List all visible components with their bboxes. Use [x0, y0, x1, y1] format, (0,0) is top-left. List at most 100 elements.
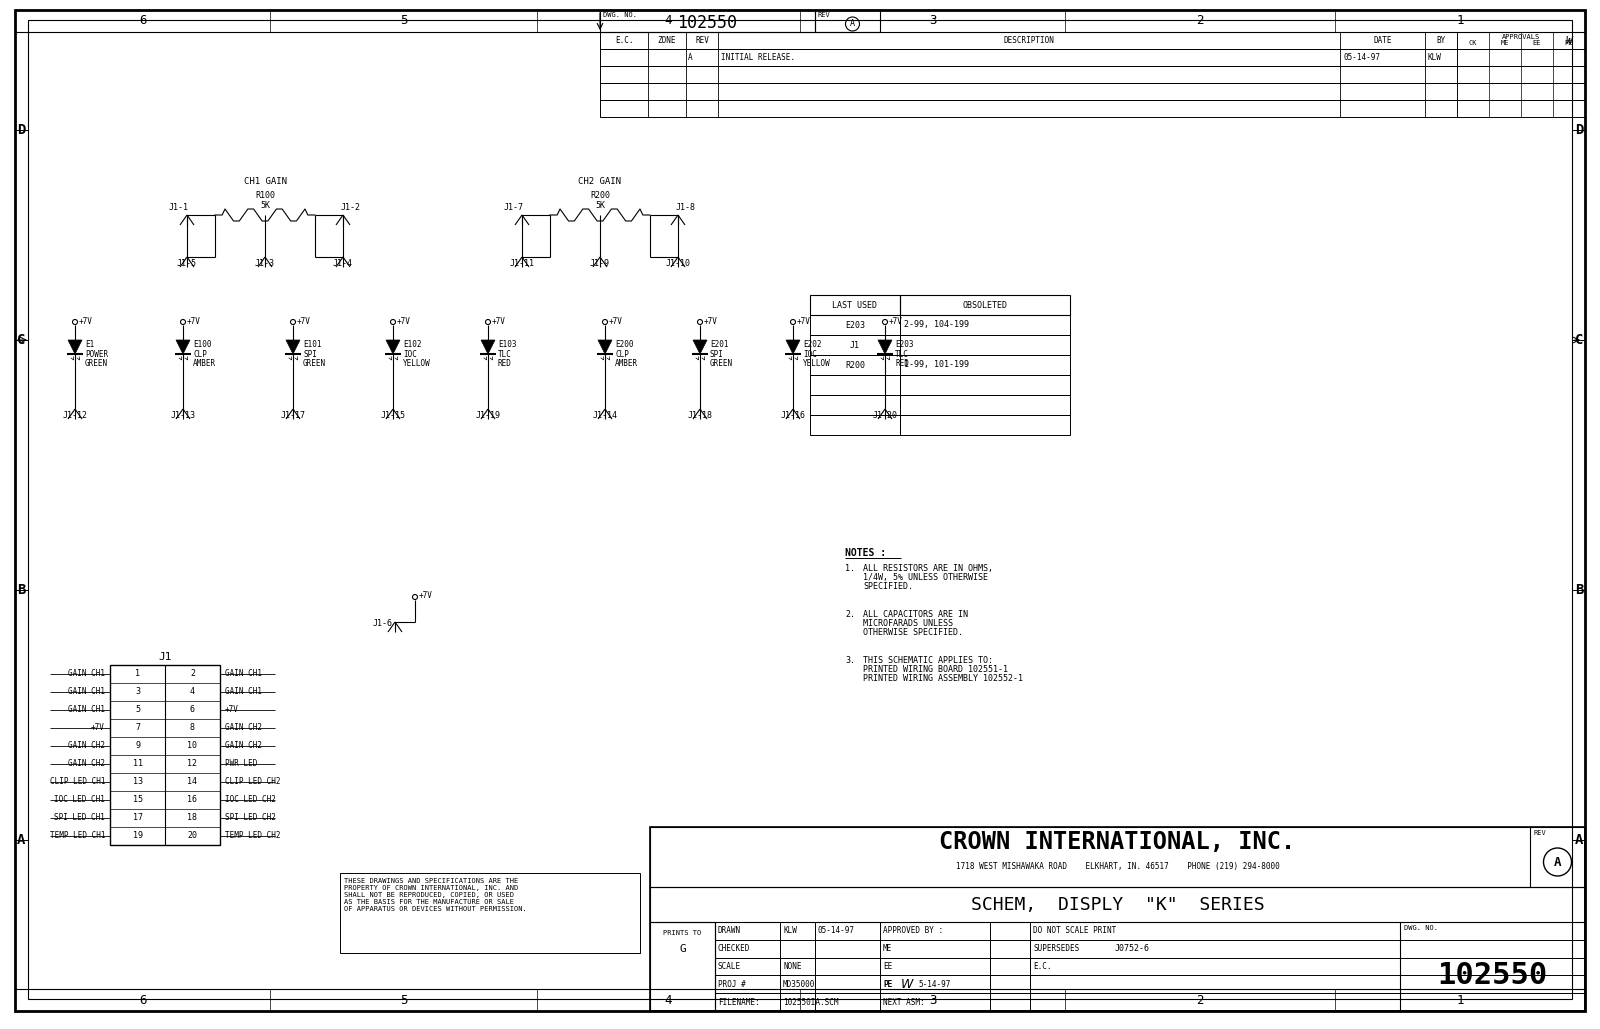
Text: E201: E201 — [710, 340, 728, 349]
Bar — [814, 10, 880, 32]
Text: PWR LED: PWR LED — [226, 759, 258, 769]
Text: 2: 2 — [190, 670, 195, 678]
Text: 2: 2 — [1197, 994, 1203, 1006]
Text: J1-5: J1-5 — [178, 259, 197, 268]
Text: J1-16: J1-16 — [781, 411, 805, 420]
Text: 2: 2 — [1197, 14, 1203, 28]
Text: NEXT ASM:: NEXT ASM: — [883, 997, 925, 1006]
Text: TLC: TLC — [894, 350, 909, 359]
Bar — [899, 315, 1070, 335]
Text: +7V: +7V — [797, 317, 811, 325]
Polygon shape — [482, 340, 494, 354]
Bar — [810, 315, 899, 335]
Text: PE: PE — [883, 980, 893, 989]
Text: NOTES :: NOTES : — [845, 548, 886, 558]
Text: J1-11: J1-11 — [509, 259, 534, 268]
Text: ALL RESISTORS ARE IN OHMS,: ALL RESISTORS ARE IN OHMS, — [862, 564, 994, 573]
Text: J1-18: J1-18 — [688, 411, 712, 420]
Text: APPROVED BY :: APPROVED BY : — [883, 926, 942, 935]
Text: DO NOT SCALE PRINT: DO NOT SCALE PRINT — [1034, 926, 1117, 935]
Text: 1/4W, 5% UNLESS OTHERWISE: 1/4W, 5% UNLESS OTHERWISE — [862, 573, 989, 582]
Text: 13: 13 — [133, 778, 142, 786]
Bar — [650, 827, 1586, 887]
Bar — [600, 83, 1586, 100]
Text: THESE DRAWINGS AND SPECIFICATIONS ARE THE
PROPERTY OF CROWN INTERNATIONAL, INC. : THESE DRAWINGS AND SPECIFICATIONS ARE TH… — [344, 878, 526, 912]
Text: 2-99, 104-199: 2-99, 104-199 — [904, 320, 970, 329]
Bar — [339, 873, 640, 953]
Text: DWG. NO.: DWG. NO. — [603, 12, 637, 17]
Text: 12: 12 — [187, 759, 197, 769]
Text: GAIN CH1: GAIN CH1 — [226, 687, 262, 697]
Bar — [899, 355, 1070, 375]
Text: E.C.: E.C. — [1034, 962, 1051, 971]
Text: GAIN CH2: GAIN CH2 — [67, 742, 106, 750]
Text: 4: 4 — [190, 687, 195, 697]
Text: RED: RED — [894, 359, 909, 368]
Text: REV: REV — [818, 12, 830, 17]
Polygon shape — [386, 340, 400, 354]
Bar — [110, 665, 221, 845]
Text: B: B — [18, 583, 26, 597]
Text: PE: PE — [1565, 40, 1573, 46]
Text: 16: 16 — [187, 795, 197, 805]
Text: E202: E202 — [803, 340, 821, 349]
Text: REV: REV — [1533, 830, 1546, 836]
Text: E200: E200 — [614, 340, 634, 349]
Text: CH1 GAIN: CH1 GAIN — [243, 177, 286, 186]
Text: CLIP LED CH2: CLIP LED CH2 — [226, 778, 280, 786]
Text: 3: 3 — [134, 687, 141, 697]
Text: D: D — [18, 123, 26, 137]
Text: 1: 1 — [1456, 14, 1464, 28]
Text: SPI LED CH1: SPI LED CH1 — [54, 814, 106, 822]
Text: SPECIFIED.: SPECIFIED. — [862, 582, 914, 591]
Text: SPI: SPI — [302, 350, 317, 359]
Text: A: A — [1574, 833, 1582, 847]
Polygon shape — [286, 340, 301, 354]
Text: OBSOLETED: OBSOLETED — [963, 300, 1008, 310]
Text: 5-14-97: 5-14-97 — [918, 980, 950, 989]
Text: 5K: 5K — [595, 201, 605, 210]
Text: 20: 20 — [187, 831, 197, 841]
Polygon shape — [878, 340, 893, 354]
Text: CLIP LED CH1: CLIP LED CH1 — [50, 778, 106, 786]
Text: J1-3: J1-3 — [254, 259, 275, 268]
Text: GAIN CH2: GAIN CH2 — [67, 759, 106, 769]
Text: 102550IA.SCM: 102550IA.SCM — [782, 997, 838, 1006]
Bar — [14, 10, 1586, 32]
Text: POWER: POWER — [85, 350, 109, 359]
Text: IOC LED CH1: IOC LED CH1 — [54, 795, 106, 805]
Text: 5: 5 — [134, 706, 141, 714]
Text: THIS SCHEMATIC APPLIES TO:: THIS SCHEMATIC APPLIES TO: — [862, 657, 994, 665]
Text: 4: 4 — [664, 14, 672, 28]
Text: KLW: KLW — [782, 926, 797, 935]
Text: 11: 11 — [133, 759, 142, 769]
Text: IOC: IOC — [803, 350, 818, 359]
Text: EE: EE — [883, 962, 893, 971]
Text: J1: J1 — [158, 652, 171, 662]
Text: J0752-6: J0752-6 — [1115, 945, 1150, 953]
Text: GREEN: GREEN — [85, 359, 109, 368]
Bar — [600, 49, 1586, 66]
Text: 05-14-97: 05-14-97 — [818, 926, 854, 935]
Text: 9: 9 — [134, 742, 141, 750]
Text: D: D — [1574, 123, 1582, 137]
Text: YELLOW: YELLOW — [403, 359, 430, 368]
Text: APPROVALS: APPROVALS — [1502, 34, 1541, 40]
Bar — [899, 395, 1070, 415]
Text: 102550: 102550 — [1437, 961, 1547, 990]
Text: SPI: SPI — [710, 350, 723, 359]
Text: 1: 1 — [1456, 994, 1464, 1006]
Text: INITIAL RELEASE.: INITIAL RELEASE. — [722, 54, 795, 62]
Text: 5K: 5K — [259, 201, 270, 210]
Text: E203: E203 — [845, 320, 866, 329]
Text: ZONE: ZONE — [658, 36, 677, 45]
Text: OTHERWISE SPECIFIED.: OTHERWISE SPECIFIED. — [862, 628, 963, 637]
Text: GAIN CH1: GAIN CH1 — [67, 670, 106, 678]
Text: A: A — [1554, 855, 1562, 868]
Bar — [600, 32, 1586, 49]
Text: R200: R200 — [845, 360, 866, 369]
Text: J1-4: J1-4 — [333, 259, 354, 268]
Text: SUPERSEDES: SUPERSEDES — [1034, 945, 1080, 953]
Text: GAIN CH2: GAIN CH2 — [226, 742, 262, 750]
Text: J1-17: J1-17 — [280, 411, 306, 420]
